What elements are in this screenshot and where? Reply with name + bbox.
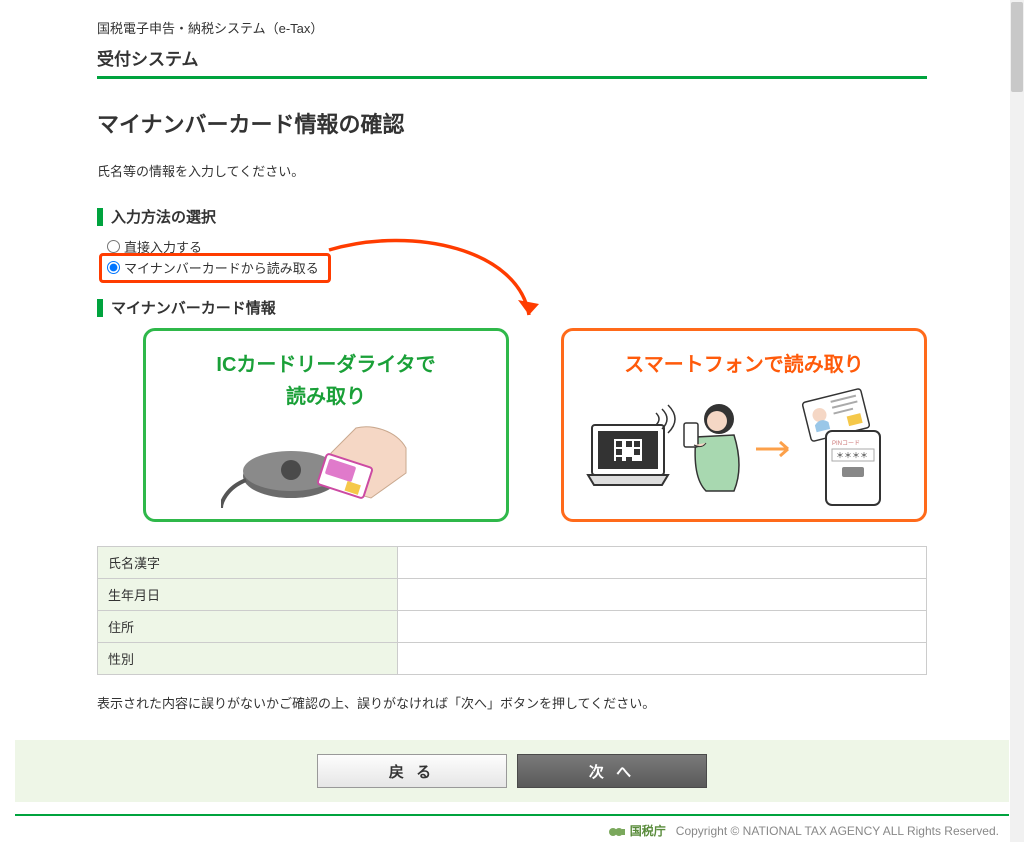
confirm-instruction: 表示された内容に誤りがないかご確認の上、誤りがなければ「次へ」ボタンを押してくだ… [97,693,927,712]
field-value-birthdate [398,579,927,611]
card-smartphone-illustration: PINコード ＊＊＊＊ [576,385,912,509]
back-button[interactable]: 戻 る [317,754,507,788]
footer-copyright: Copyright © NATIONAL TAX AGENCY ALL Righ… [676,824,999,838]
subsystem-name: 受付システム [97,45,927,70]
pin-label-text: PINコード [832,440,860,447]
field-label-address: 住所 [98,611,398,643]
radio-option-read-from-card[interactable]: マイナンバーカードから読み取る [107,258,927,277]
section-marker-icon [97,299,103,317]
page-instruction: 氏名等の情報を入力してください。 [97,161,927,180]
radio-option-direct[interactable]: 直接入力する [107,237,927,256]
card-ic-reader-illustration [158,417,494,509]
card-ic-reader-title-2: 読み取り [286,381,366,413]
smartphone-read-icon: PINコード ＊＊＊＊ [584,387,904,507]
card-smartphone-title: スマートフォンで読み取り [624,349,863,381]
radio-read-from-card-input[interactable] [107,261,120,274]
input-method-radio-group: 直接入力する マイナンバーカードから読み取る [107,237,927,277]
field-value-address [398,611,927,643]
card-ic-reader[interactable]: ICカードリーダライタで 読み取り [143,328,509,522]
section-card-info-label: マイナンバーカード情報 [111,297,276,318]
page-footer: 国税庁 Copyright © NATIONAL TAX AGENCY ALL … [15,814,1009,839]
section-card-info-heading: マイナンバーカード情報 [97,297,927,318]
card-ic-reader-title-1: ICカードリーダライタで [216,349,435,381]
field-value-name [398,547,927,579]
button-bar: 戻 る 次 へ [15,740,1009,802]
radio-direct-label: 直接入力する [124,237,202,256]
next-button[interactable]: 次 へ [517,754,707,788]
svg-text:＊＊＊＊: ＊＊＊＊ [836,451,868,460]
reading-method-cards: ICカードリーダライタで 読み取り [143,328,927,522]
radio-read-from-card-label: マイナンバーカードから読み取る [124,258,319,277]
radio-direct-input[interactable] [107,240,120,253]
table-row: 住所 [98,611,927,643]
scrollbar[interactable] [1010,0,1024,842]
field-label-birthdate: 生年月日 [98,579,398,611]
section-input-method-label: 入力方法の選択 [111,206,216,227]
agency-logo-icon [608,826,626,838]
card-smartphone[interactable]: スマートフォンで読み取り [561,328,927,522]
field-value-gender [398,643,927,675]
section-input-method-heading: 入力方法の選択 [97,206,927,227]
table-row: 氏名漢字 [98,547,927,579]
system-name: 国税電子申告・納税システム（e-Tax） [97,18,927,37]
card-info-table: 氏名漢字 生年月日 住所 性別 [97,546,927,675]
footer-agency-label: 国税庁 [630,824,666,838]
field-label-name: 氏名漢字 [98,547,398,579]
ic-reader-icon [221,418,431,508]
table-row: 生年月日 [98,579,927,611]
header-rule [97,76,927,79]
table-row: 性別 [98,643,927,675]
scrollbar-thumb[interactable] [1011,2,1023,92]
page-title: マイナンバーカード情報の確認 [97,107,927,139]
section-marker-icon [97,208,103,226]
field-label-gender: 性別 [98,643,398,675]
